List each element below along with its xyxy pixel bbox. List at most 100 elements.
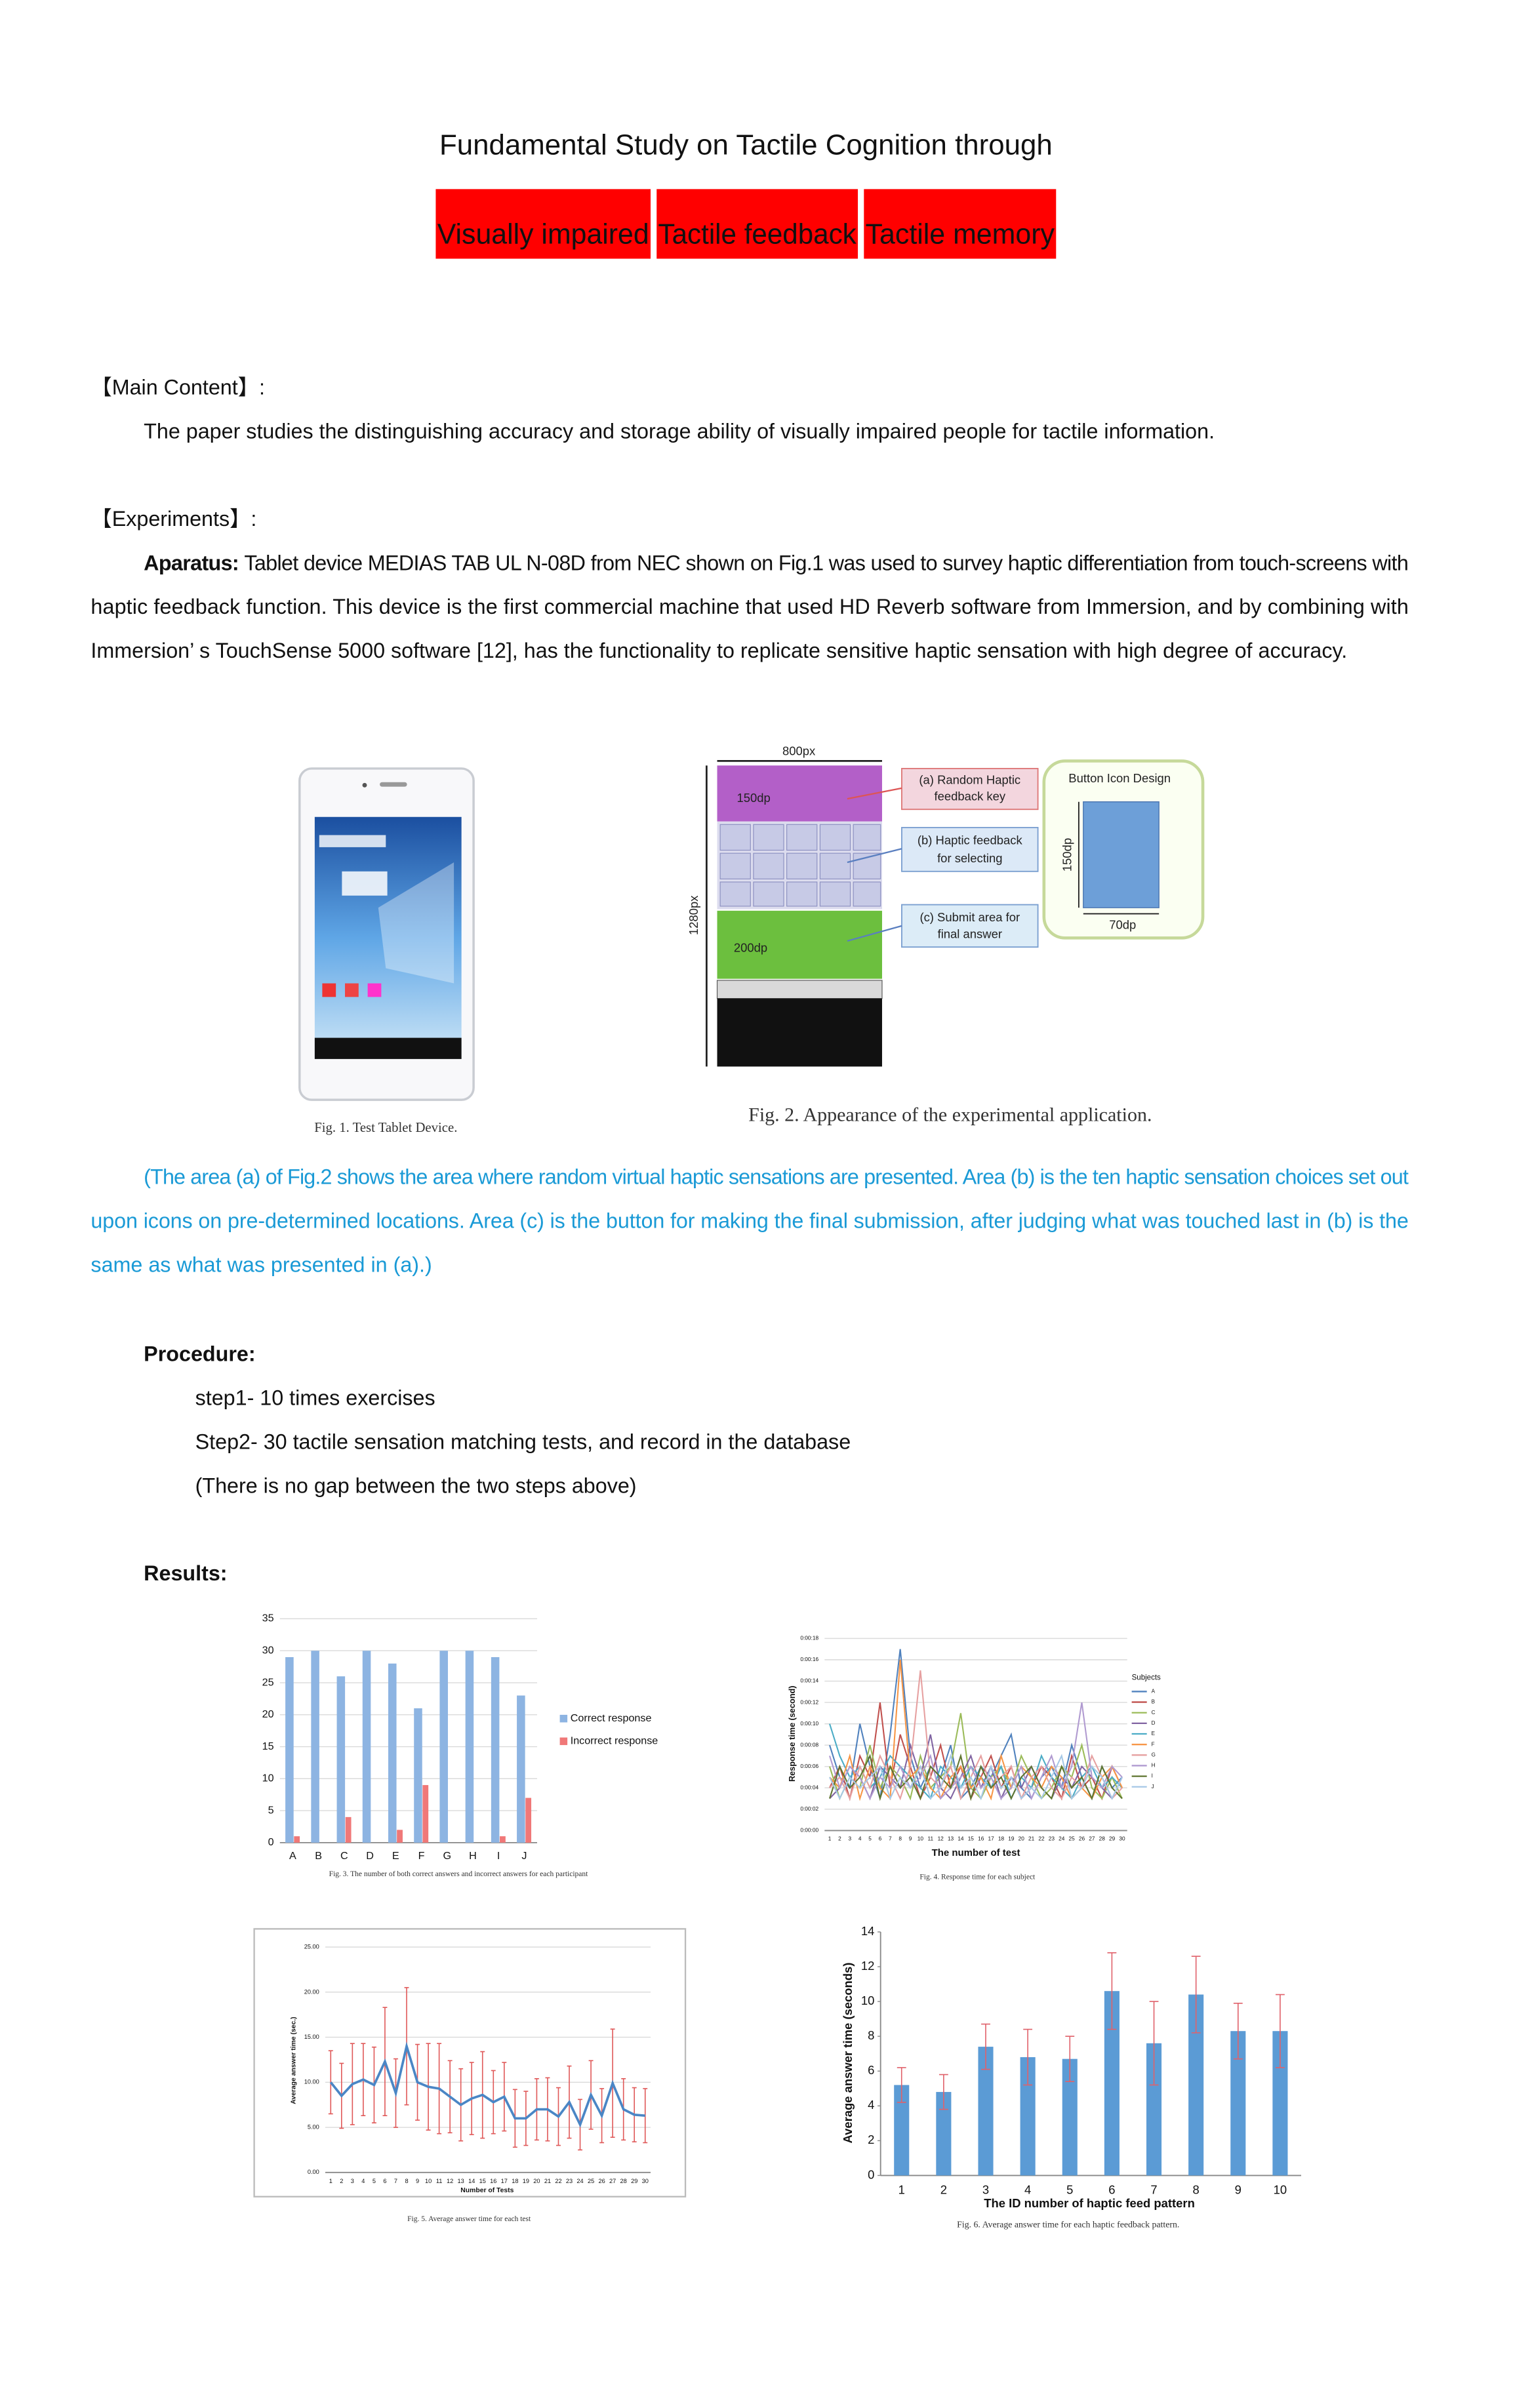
figure-caption: Fig. 3. The number of both correct answe… xyxy=(329,1870,588,1878)
x-tick-label: 1 xyxy=(329,2178,333,2184)
y-tick-label: 6 xyxy=(868,2063,874,2077)
y-axis-label: Average answer time (sec.) xyxy=(290,2017,297,2104)
x-tick-label: 9 xyxy=(1235,2182,1241,2196)
x-tick-label: 2 xyxy=(340,2178,343,2184)
callout-label: feedback key xyxy=(934,790,1005,803)
x-tick-label: 20 xyxy=(1019,1836,1025,1842)
x-tick-label: D xyxy=(366,1850,374,1862)
section-heading: 【Experiments】: xyxy=(91,507,256,531)
title: Fundamental Study on Tactile Cognition t… xyxy=(439,129,1053,161)
x-tick-label: 2 xyxy=(838,1836,841,1842)
error-bar xyxy=(1149,2001,1159,2086)
callout-label: final answer xyxy=(938,927,1002,941)
x-tick-label: 15 xyxy=(968,1836,975,1842)
x-tick-label: 7 xyxy=(1150,2182,1157,2196)
y-tick-label: 10 xyxy=(861,1994,875,2007)
x-tick-label: 10 xyxy=(1274,2182,1287,2196)
keyword: Visually impaired xyxy=(437,218,649,250)
error-bar xyxy=(897,2067,906,2103)
error-bar xyxy=(328,2050,333,2115)
legend-label: B xyxy=(1152,1699,1155,1705)
legend-label: H xyxy=(1152,1763,1156,1769)
x-tick-label: 22 xyxy=(1038,1836,1045,1842)
x-tick-label: 28 xyxy=(1099,1836,1106,1842)
x-tick-label: 17 xyxy=(501,2178,508,2184)
x-tick-label: 22 xyxy=(555,2178,561,2184)
x-tick-label: 17 xyxy=(988,1836,994,1842)
x-tick-label: 7 xyxy=(394,2178,397,2184)
y-tick-label: 0:00:02 xyxy=(800,1805,818,1812)
x-tick-label: 26 xyxy=(1079,1836,1085,1842)
x-tick-label: I xyxy=(497,1850,500,1862)
bar xyxy=(311,1651,319,1843)
x-tick-label: F xyxy=(418,1850,425,1862)
bar xyxy=(414,1708,422,1843)
x-tick-label: 14 xyxy=(468,2178,475,2184)
x-tick-label: 14 xyxy=(958,1836,964,1842)
y-tick-label: 8 xyxy=(868,2028,874,2042)
x-tick-label: 8 xyxy=(898,1836,902,1842)
x-tick-label: E xyxy=(392,1850,399,1862)
keyword-box xyxy=(656,189,858,259)
x-tick-label: 12 xyxy=(447,2178,453,2184)
dimension-label: 70dp xyxy=(1109,918,1136,932)
x-tick-label: 15 xyxy=(479,2178,486,2184)
legend-label: E xyxy=(1152,1731,1156,1736)
x-tick-label: 3 xyxy=(351,2178,354,2184)
keyword: Tactile feedback xyxy=(658,218,857,250)
y-tick-label: 0:00:06 xyxy=(800,1763,818,1769)
x-tick-label: 25 xyxy=(588,2178,594,2184)
callout-label: (b) Haptic feedback xyxy=(918,833,1023,847)
bar xyxy=(1146,2043,1162,2176)
paragraph-line: Immersion’ s TouchSense 5000 software [1… xyxy=(91,639,1347,662)
dimension-label: 200dp xyxy=(734,940,767,954)
x-tick-label: 16 xyxy=(490,2178,496,2184)
x-tick-label: 25 xyxy=(1069,1836,1076,1842)
error-bar xyxy=(1023,2028,1033,2086)
x-tick-label: 7 xyxy=(889,1836,892,1842)
line xyxy=(829,1670,1123,1801)
figure-caption: Fig. 2. Appearance of the experimental a… xyxy=(748,1104,1152,1125)
y-tick-label: 30 xyxy=(262,1644,274,1656)
x-tick-label: 19 xyxy=(523,2178,529,2184)
y-tick-label: 4 xyxy=(868,2098,874,2112)
bar xyxy=(1020,2057,1036,2176)
y-tick-label: 25 xyxy=(262,1676,274,1688)
y-tick-label: 0:00:04 xyxy=(800,1784,818,1791)
x-tick-label: 1 xyxy=(898,2182,905,2196)
x-tick-label: 29 xyxy=(1109,1836,1116,1842)
tablet-image xyxy=(298,767,475,1101)
x-tick-label: 30 xyxy=(1119,1836,1125,1842)
x-tick-label: 4 xyxy=(361,2178,365,2184)
x-tick-label: B xyxy=(315,1850,322,1862)
y-tick-label: 10.00 xyxy=(304,2079,319,2085)
x-tick-label: 26 xyxy=(598,2178,605,2184)
dimension-label: 150dp xyxy=(737,791,771,805)
paragraph-line: Aparatus: Tablet device MEDIAS TAB UL N-… xyxy=(144,551,1409,574)
x-tick-label: 11 xyxy=(436,2178,443,2184)
y-tick-label: 0:00:18 xyxy=(800,1635,818,1641)
y-tick-label: 25.00 xyxy=(304,1944,319,1950)
x-tick-label: 19 xyxy=(1008,1836,1015,1842)
x-tick-label: A xyxy=(289,1850,296,1862)
x-tick-label: 5 xyxy=(1066,2182,1073,2196)
y-tick-label: 35 xyxy=(262,1613,274,1624)
y-tick-label: 0 xyxy=(868,2167,874,2181)
error-bar xyxy=(1191,1956,1201,2034)
y-tick-label: 14 xyxy=(861,1924,875,1938)
x-tick-label: C xyxy=(340,1850,348,1862)
bar xyxy=(500,1836,506,1843)
bar xyxy=(978,2047,994,2176)
error-bar xyxy=(938,2074,948,2110)
line xyxy=(329,2041,645,2128)
note-line: upon icons on pre-determined locations. … xyxy=(91,1209,1408,1233)
x-tick-label: 9 xyxy=(909,1836,912,1842)
bar xyxy=(294,1836,300,1843)
bar xyxy=(465,1651,474,1843)
callout-label: (c) Submit area for xyxy=(919,910,1020,924)
bar xyxy=(1104,1991,1120,2176)
y-tick-label: 15.00 xyxy=(304,2034,319,2040)
legend-label: G xyxy=(1152,1752,1156,1757)
